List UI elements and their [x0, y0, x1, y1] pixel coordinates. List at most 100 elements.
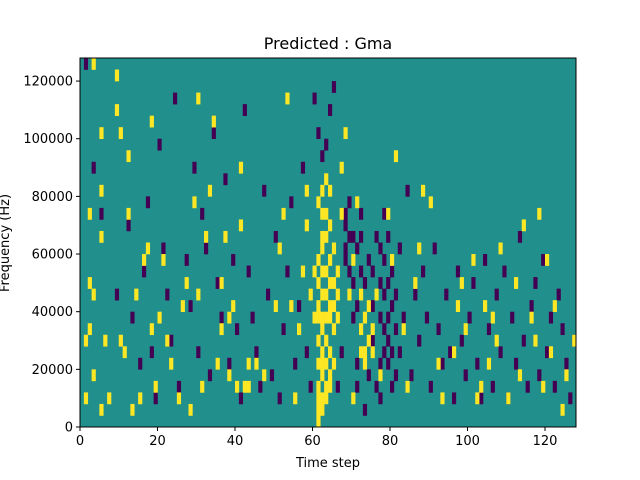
heatmap-cell-high: [320, 265, 325, 278]
heatmap-cell-low: [502, 265, 507, 278]
heatmap-cell-high: [506, 392, 511, 405]
heatmap-cell-high: [324, 311, 329, 324]
heatmap-cell-high: [483, 300, 488, 312]
heatmap-cell-low: [246, 265, 251, 278]
heatmap-cell-high: [320, 311, 325, 324]
heatmap-cell-high: [320, 403, 325, 416]
heatmap-cell-low: [490, 380, 495, 393]
heatmap-cell-low: [242, 104, 247, 116]
heatmap-cell-high: [335, 311, 340, 324]
heatmap-cell-low: [510, 311, 515, 324]
heatmap-cell-low: [436, 323, 441, 336]
heatmap-cell-high: [138, 392, 143, 405]
heatmap-cell-high: [126, 207, 131, 220]
heatmap-cell-low: [192, 161, 197, 174]
heatmap-cell-high: [126, 150, 131, 163]
heatmap-cell-high: [130, 403, 135, 416]
heatmap-cell-low: [452, 392, 457, 405]
heatmap-cell-high: [401, 323, 406, 336]
heatmap-cell-high: [541, 380, 546, 393]
heatmap-cell-low: [293, 357, 298, 370]
heatmap-cell-high: [324, 380, 329, 393]
heatmap-cell-low: [149, 346, 154, 359]
heatmap-cell-low: [165, 288, 170, 301]
heatmap-cell-low: [378, 311, 383, 324]
heatmap-cell-low: [227, 357, 232, 370]
heatmap-cell-low: [235, 323, 240, 336]
heatmap-cell-high: [196, 288, 201, 301]
heatmap-cell-low: [219, 311, 224, 324]
heatmap-cell-high: [320, 230, 325, 243]
heatmap-cell-low: [552, 380, 557, 393]
heatmap-cell-high: [312, 265, 317, 278]
heatmap-cell-low: [397, 346, 402, 359]
heatmap-cell-high: [99, 184, 104, 197]
heatmap-cell-high: [316, 357, 321, 370]
heatmap-cell-high: [455, 300, 461, 312]
heatmap-cell-high: [157, 311, 162, 324]
heatmap-cell-low: [300, 161, 306, 174]
heatmap-cell-high: [324, 173, 329, 186]
heatmap-cell-high: [316, 300, 321, 312]
heatmap-cell-low: [417, 334, 422, 347]
heatmap-cell-low: [494, 288, 499, 301]
heatmap-cell-high: [196, 92, 201, 105]
heatmap-cell-high: [87, 277, 92, 289]
x-tick-label: 20: [149, 434, 166, 449]
heatmap-cell-low: [378, 277, 383, 289]
heatmap-cell-high: [320, 323, 325, 336]
heatmap-cell-high: [91, 288, 96, 301]
heatmap-cell-high: [479, 380, 484, 393]
x-tick-label: 120: [533, 434, 558, 449]
heatmap-cell-low: [91, 161, 96, 174]
heatmap-cell-low: [254, 346, 259, 359]
heatmap-cell-low: [308, 380, 313, 393]
heatmap-cell-high: [238, 219, 244, 232]
plot-area: [79, 57, 577, 428]
heatmap-cell-high: [440, 392, 445, 405]
heatmap-cell-high: [176, 392, 182, 405]
heatmap-cell-low: [370, 300, 375, 312]
heatmap-cell-high: [316, 254, 321, 266]
heatmap-cell-high: [320, 242, 325, 255]
heatmap-cell-high: [246, 380, 251, 393]
heatmap-cell-low: [374, 230, 379, 243]
heatmap-cell-high: [169, 357, 174, 370]
heatmap-cell-high: [331, 300, 337, 312]
heatmap-cell-low: [529, 300, 534, 312]
heatmap-cell-low: [564, 357, 569, 370]
heatmap-cell-low: [207, 369, 213, 382]
heatmap-cell-high: [324, 207, 329, 220]
heatmap-cell-high: [560, 403, 565, 416]
y-tick-label: 120000: [23, 75, 73, 90]
heatmap-cell-high: [331, 357, 337, 370]
heatmap-cell-low: [390, 346, 395, 359]
heatmap-cell-low: [366, 254, 371, 266]
heatmap-cell-high: [331, 323, 337, 336]
heatmap-cell-high: [324, 230, 329, 243]
heatmap-cell-low: [238, 392, 244, 405]
heatmap-cell-low: [196, 346, 201, 359]
heatmap-cell-high: [211, 115, 216, 128]
heatmap-cell-low: [386, 230, 391, 243]
heatmap-cell-high: [328, 346, 333, 359]
heatmap-cell-low: [347, 196, 352, 209]
heatmap-cell-low: [304, 346, 309, 359]
heatmap-cell-low: [343, 207, 348, 220]
heatmap-cell-high: [273, 300, 278, 312]
heatmap-cell-high: [463, 323, 468, 336]
heatmap-cell-low: [393, 369, 399, 382]
heatmap-cell-high: [328, 184, 333, 197]
heatmap-cell-low: [560, 323, 565, 336]
heatmap-cell-high: [219, 323, 224, 336]
heatmap-cell-low: [545, 346, 550, 359]
heatmap-cell-low: [533, 277, 538, 289]
heatmap-cell-low: [343, 254, 348, 266]
x-tick-label: 0: [76, 434, 84, 449]
heatmap-cell-low: [382, 288, 387, 301]
heatmap-cell-high: [142, 254, 147, 266]
heatmap-cell-low: [173, 92, 178, 105]
heatmap-cell-high: [312, 311, 317, 324]
heatmap-cell-low: [297, 300, 302, 312]
heatmap-cell-high: [386, 207, 391, 220]
